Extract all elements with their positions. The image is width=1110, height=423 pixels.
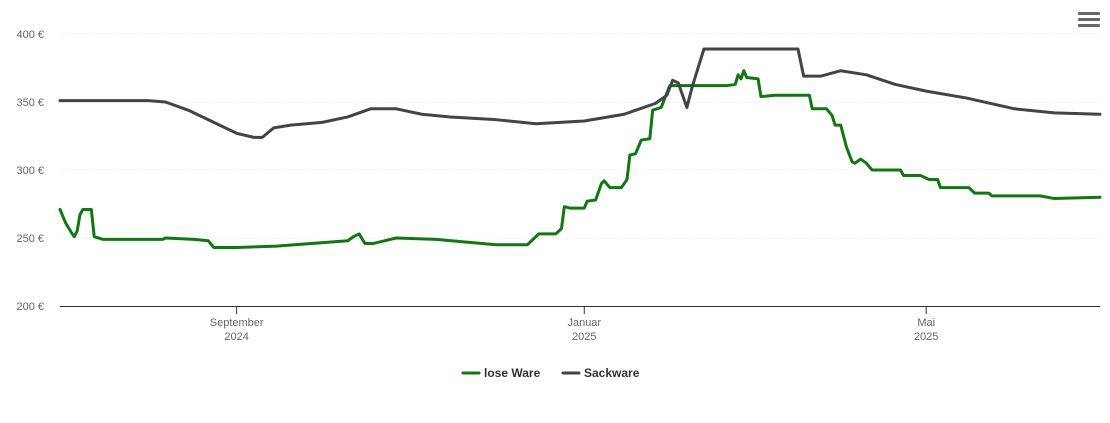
y-axis-labels: 200 € 250 € 300 € 350 € 400 € <box>16 29 44 313</box>
x-tick-label-month: Mai <box>917 317 935 329</box>
hamburger-menu-icon[interactable] <box>1078 12 1100 32</box>
y-tick-label: 400 € <box>16 29 44 41</box>
series-line-1 <box>58 69 1102 250</box>
x-tick-label-year: 2024 <box>224 331 248 343</box>
legend-label: lose Ware <box>484 366 541 380</box>
y-tick-label: 300 € <box>16 165 44 177</box>
legend-item[interactable]: Sackware <box>561 366 640 380</box>
legend: lose Ware Sackware <box>461 366 640 380</box>
series-layer <box>58 47 1102 250</box>
legend-label: Sackware <box>584 366 640 380</box>
x-axis-labels: September 2024 Januar 2025 Mai 2025 <box>210 306 938 343</box>
series-line-2 <box>58 47 1102 139</box>
legend-item[interactable]: lose Ware <box>461 366 541 380</box>
y-tick-label: 350 € <box>16 97 44 109</box>
grid-lines <box>60 33 1100 239</box>
x-tick-label-year: 2025 <box>572 331 596 343</box>
y-tick-label: 200 € <box>16 301 44 313</box>
x-tick-label-month: Januar <box>567 317 601 329</box>
x-tick-label-year: 2025 <box>914 331 938 343</box>
x-tick-label-month: September <box>210 317 264 329</box>
y-tick-label: 250 € <box>16 233 44 245</box>
